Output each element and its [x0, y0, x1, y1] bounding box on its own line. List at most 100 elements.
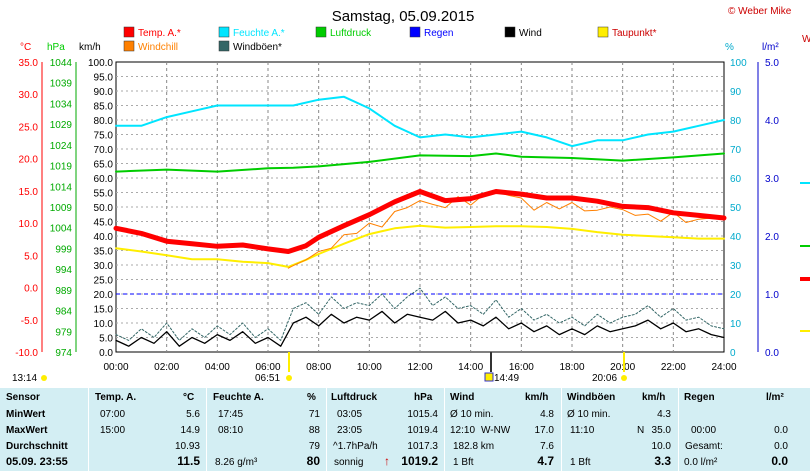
- time-tick-label: 14:00: [458, 362, 483, 373]
- header-gust: Windböen: [567, 392, 616, 403]
- wind-tick-label: 85.0: [94, 102, 114, 113]
- time-tick-label: 18:00: [559, 362, 584, 373]
- max-gust: 35.0: [651, 425, 671, 436]
- wind-tick-label: 50.0: [94, 203, 114, 214]
- rain-unit-label: l/m²: [762, 42, 779, 53]
- legend-swatch: [504, 26, 516, 38]
- time-tick-label: 00:00: [103, 362, 128, 373]
- avg-humidity: 79: [308, 441, 320, 452]
- current-humidity: 80: [306, 454, 320, 468]
- rain-tick-label: 4.0: [765, 116, 779, 127]
- humidity-tick-label: 60: [730, 174, 742, 185]
- series-line-luftdruck: [115, 152, 725, 173]
- pressure-tick-label: 999: [55, 244, 72, 255]
- header-humidity-unit: %: [307, 392, 316, 403]
- time-tick-label: 08:00: [306, 362, 331, 373]
- temp-tick-label: 10.0: [19, 219, 39, 230]
- avg-label: Durchschnitt: [6, 441, 68, 452]
- temp-tick-label: 0.0: [24, 284, 38, 295]
- wind-tick-label: 75.0: [94, 131, 114, 142]
- humidity-tick-label: 30: [730, 261, 742, 272]
- humidity-tick-label: 40: [730, 232, 742, 243]
- max-pressure: 1019.4: [407, 425, 438, 436]
- pressure-tick-label: 1039: [50, 79, 73, 90]
- current-gust-bft: 1 Bft: [570, 457, 591, 468]
- avg-gust: 10.0: [651, 441, 671, 452]
- series-line-tempa: [113, 189, 727, 254]
- max-label: MaxWert: [6, 425, 48, 436]
- temp-tick-label: -5.0: [21, 316, 39, 327]
- pressure-tick-label: 1024: [50, 141, 73, 152]
- humidity-tick-label: 0: [730, 348, 736, 359]
- legend-swatch: [123, 40, 135, 52]
- header-gust-unit: km/h: [642, 392, 666, 403]
- credit-label: © Weber Mike: [728, 6, 792, 17]
- pressure-tick-label: 1014: [50, 182, 73, 193]
- avg-rain-label: Gesamt:: [685, 441, 723, 452]
- max-gust-direction: N: [637, 425, 645, 436]
- avg-rain: 0.0: [774, 441, 788, 452]
- current-temp: 11.5: [177, 454, 200, 468]
- series-line-wind: [115, 310, 725, 347]
- pressure-tick-label: 974: [55, 348, 72, 359]
- time-tick-label: 02:00: [154, 362, 179, 373]
- header-wind: Wind: [450, 392, 475, 403]
- temp-tick-label: 15.0: [19, 187, 39, 198]
- min-pressure-time: 03:05: [337, 409, 363, 420]
- header-rain: Regen: [684, 392, 715, 403]
- chart-legend: Temp. A.* Feuchte A.* Luftdruck Regen Wind Ta…: [123, 26, 657, 53]
- current-wind: 4.7: [537, 454, 554, 468]
- max-temp: 14.9: [180, 425, 200, 436]
- legend-label: Feuchte A.*: [233, 28, 285, 39]
- humidity-tick-label: 10: [730, 319, 742, 330]
- series-layer: [113, 95, 810, 347]
- time-tick-label: 04:00: [205, 362, 230, 373]
- current-rain-rate: 0.0 l/m²: [684, 457, 718, 468]
- wind-tick-label: 25.0: [94, 276, 114, 287]
- current-wind-bft: 1 Bft: [453, 457, 474, 468]
- legend-label: Taupunkt*: [612, 28, 657, 39]
- header-pressure: Luftdruck: [331, 392, 378, 403]
- pressure-tick-label: 989: [55, 286, 72, 297]
- wind-tick-label: 15.0: [94, 305, 114, 316]
- temp-tick-label: 20.0: [19, 155, 39, 166]
- wind-tick-label: 35.0: [94, 247, 114, 258]
- series-line-feuchtea: [115, 95, 725, 148]
- wind-tick-label: 55.0: [94, 189, 114, 200]
- wind-tick-label: 95.0: [94, 73, 114, 84]
- temp-tick-label: 5.0: [24, 251, 38, 262]
- max-pressure-time: 23:05: [337, 425, 363, 436]
- current-weather-state: sonnig: [334, 457, 364, 468]
- avg-temp: 10.93: [174, 441, 200, 452]
- rain-tick-label: 5.0: [765, 58, 779, 69]
- humidity-tick-label: 50: [730, 203, 742, 214]
- wind-tick-label: 40.0: [94, 232, 114, 243]
- left-marker-label: 13:14: [12, 373, 37, 384]
- humidity-tick-label: 90: [730, 87, 742, 98]
- humidity-tick-label: 20: [730, 290, 742, 301]
- min-humidity: 71: [308, 409, 320, 420]
- temp-unit-label: °C: [20, 42, 31, 53]
- wind-tick-label: 0.0: [99, 348, 113, 359]
- legend-label: Windböen*: [233, 42, 282, 53]
- legend-swatch: [218, 40, 230, 52]
- temp-tick-label: 35.0: [19, 58, 39, 69]
- pressure-rising-arrow-icon: ↑: [384, 454, 390, 468]
- legend-swatch: [315, 26, 327, 38]
- wind-tick-label: 100.0: [88, 58, 113, 69]
- rain-tick-label: 2.0: [765, 232, 779, 243]
- time-tick-label: 20:00: [610, 362, 635, 373]
- sunrise-icon: [286, 375, 292, 381]
- temp-tick-label: 25.0: [19, 122, 39, 133]
- humidity-tick-label: 70: [730, 145, 742, 156]
- wind-tick-label: 65.0: [94, 160, 114, 171]
- current-timestamp: 05.09. 23:55: [6, 456, 68, 468]
- sunset-icon: [621, 375, 627, 381]
- wind-tick-label: 70.0: [94, 145, 114, 156]
- avg-wind-distance: 182.8 km: [453, 441, 495, 452]
- max-humidity-time: 08:10: [218, 425, 244, 436]
- legend-label: Luftdruck: [330, 28, 372, 39]
- min-label: MinWert: [6, 409, 46, 420]
- moon-label: 14:49: [494, 373, 519, 384]
- legend-swatch: [597, 26, 609, 38]
